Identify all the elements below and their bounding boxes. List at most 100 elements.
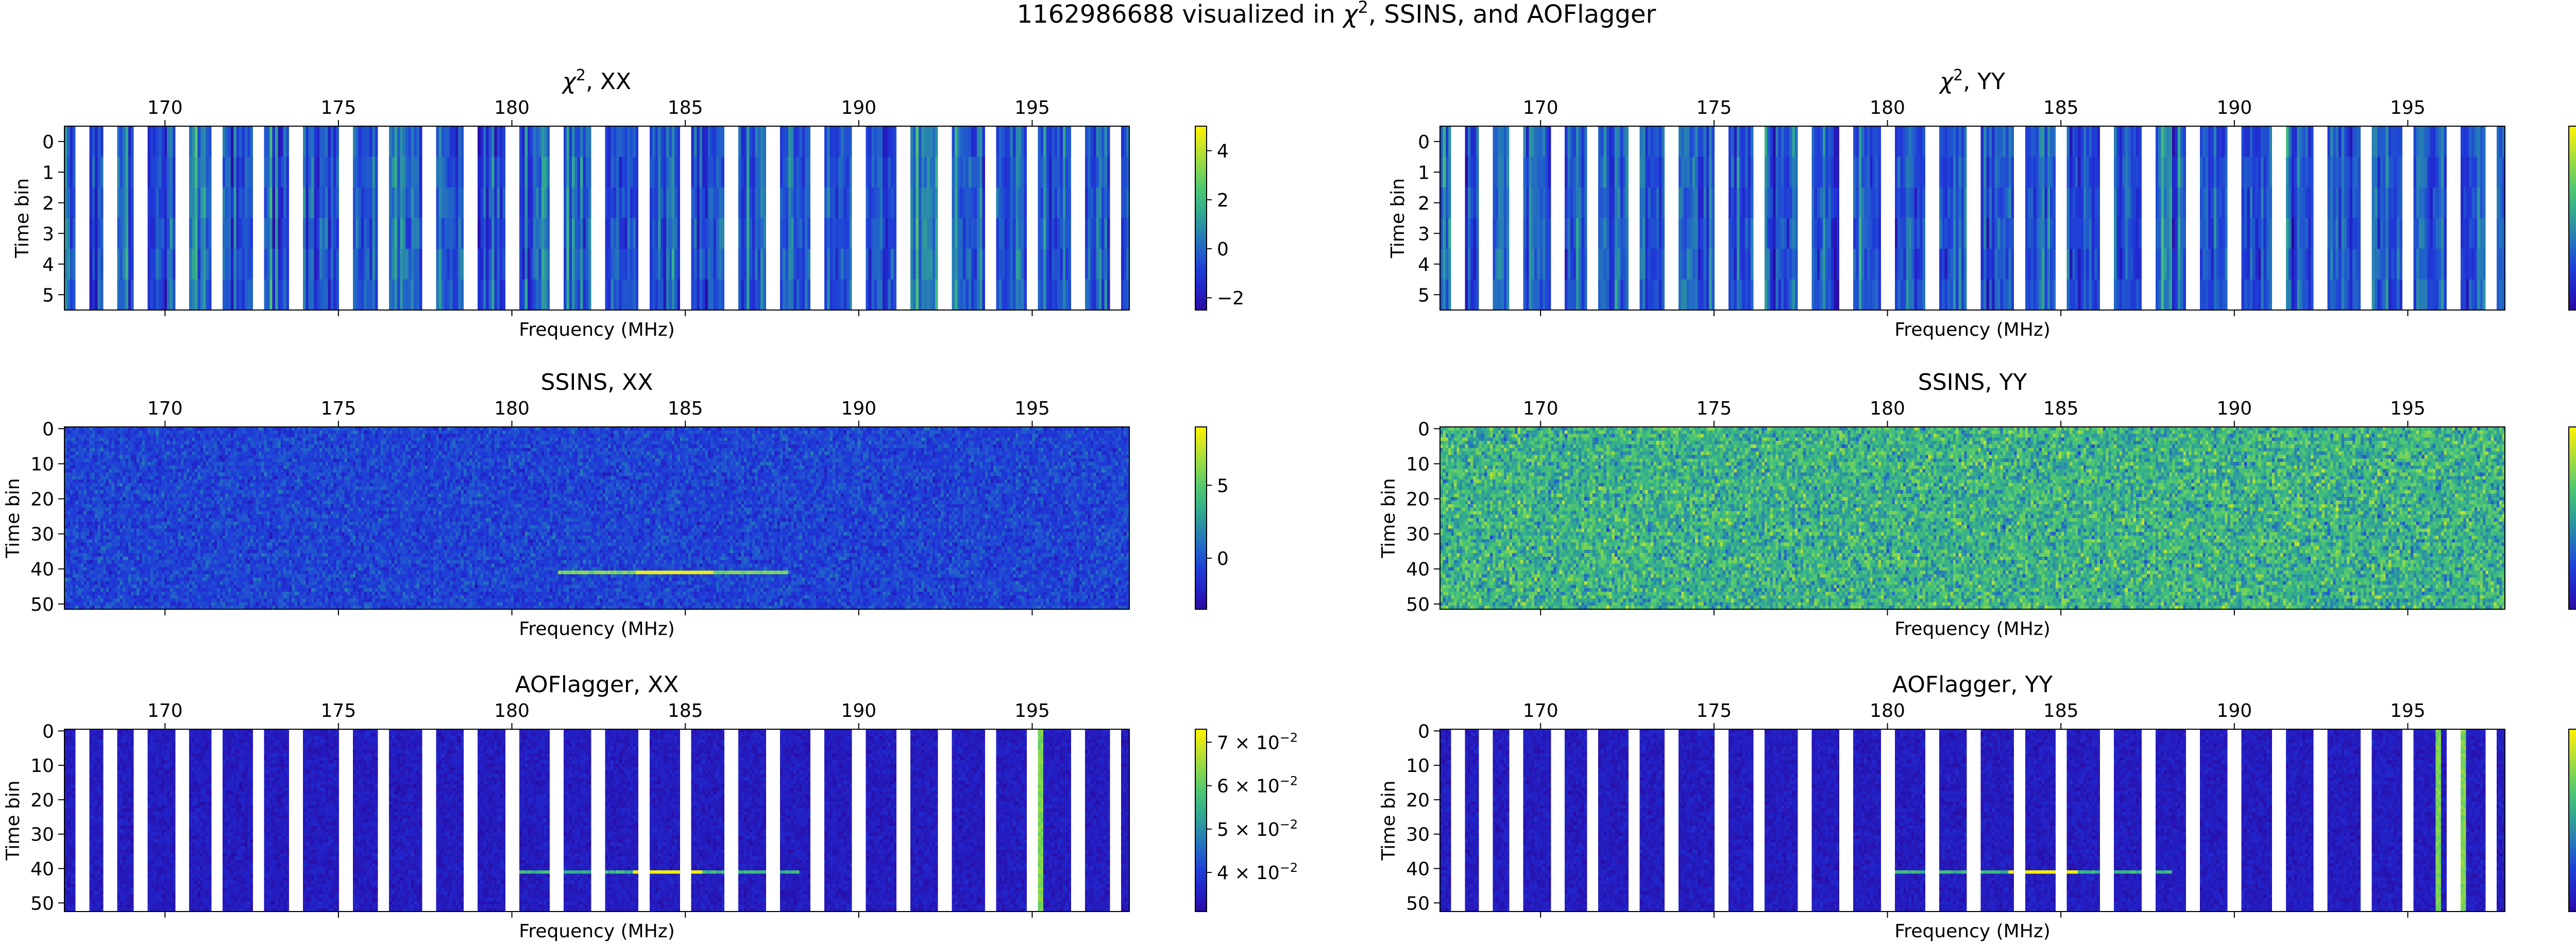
y-tick-label: 0: [1418, 419, 1430, 440]
x-tick-label: 170: [1523, 398, 1558, 419]
y-tick-label: 1: [1418, 162, 1430, 183]
y-tick-label: 10: [1406, 755, 1430, 777]
y-tick-label: 4: [42, 254, 54, 276]
x-tick-label: 175: [321, 97, 357, 118]
y-tick-label: 0: [42, 721, 54, 742]
y-tick-label: 20: [1406, 790, 1430, 811]
colorbar-tick-label: −2: [1217, 288, 1244, 309]
x-tick-label: 185: [668, 398, 703, 419]
x-tick-label: 180: [494, 97, 530, 118]
y-axis-label: Time bin: [1378, 780, 1399, 861]
colorbar-tick-label: 7 × 10−2: [1217, 730, 1298, 753]
heatmap-image-ssins-xx: [64, 427, 1129, 609]
x-tick-label: 170: [147, 97, 183, 118]
colorbar-tick-label: 5: [1217, 475, 1229, 496]
axes-frame: [64, 729, 1130, 912]
x-tick-label: 185: [668, 700, 703, 721]
y-tick-label: 5: [1418, 285, 1430, 306]
y-tick-label: 50: [30, 893, 54, 914]
x-tick-label: 175: [1697, 398, 1732, 419]
colorbar: [2568, 729, 2576, 912]
y-tick-label: 20: [30, 790, 54, 811]
axes-frame: [1439, 426, 2505, 610]
x-tick-label: 180: [494, 398, 530, 419]
y-tick-label: 50: [30, 594, 54, 615]
y-tick-label: 50: [1406, 893, 1430, 914]
colorbar-tick-label: 5 × 10−2: [1217, 817, 1298, 840]
x-axis-label: Frequency (MHz): [1894, 319, 2050, 340]
axes-frame: [64, 426, 1130, 610]
x-axis-label: Frequency (MHz): [519, 319, 675, 340]
x-tick-label: 185: [668, 97, 703, 118]
x-tick-label: 190: [2216, 700, 2252, 721]
x-tick-label: 195: [1014, 97, 1050, 118]
x-tick-label: 180: [1870, 398, 1905, 419]
x-tick-label: 195: [1014, 700, 1050, 721]
x-axis-label: Frequency (MHz): [1894, 921, 2050, 942]
colorbar-tick-label: 0: [1217, 548, 1229, 570]
y-axis-label: Time bin: [3, 478, 24, 558]
y-tick-label: 30: [30, 824, 54, 846]
x-tick-label: 175: [321, 700, 357, 721]
y-axis-label: Time bin: [3, 780, 24, 861]
y-tick-label: 40: [1406, 859, 1430, 880]
panel-title: SSINS, YY: [1918, 369, 2027, 396]
panel-aof-yy: 170 175 180 185 190 195 0 10 20 30 40 50 Frequency (…: [1378, 672, 2576, 942]
y-tick-label: 4: [1418, 254, 1430, 276]
panel-aof-xx: 170 175 180 185 190 195 0 10 20 30 40 50 Frequency (…: [3, 672, 1298, 942]
colorbar-tick-label: 2: [1217, 190, 1229, 211]
heatmap-image-ssins-yy: [1440, 427, 2505, 609]
y-tick-label: 50: [1406, 594, 1430, 615]
colorbar: [1195, 426, 1207, 610]
figure-title-chi: χ: [1342, 0, 1359, 29]
panel-title: χ2, XX: [562, 66, 631, 95]
x-tick-label: 180: [494, 700, 530, 721]
x-axis-label: Frequency (MHz): [1894, 618, 2050, 640]
panel-ssins-yy: 170 175 180 185 190 195 0 10 20 30 40 50 Frequency (…: [1378, 369, 2576, 640]
x-tick-label: 185: [2043, 97, 2079, 118]
figure-title-suffix: , SSINS, and AOFlagger: [1368, 0, 1656, 29]
y-tick-label: 3: [42, 224, 54, 245]
y-tick-label: 10: [30, 454, 54, 475]
panel-chi2-xx: 170 175 180 185 190 195 0 1 2 3 4 5 Frequency (MHz) T…: [12, 66, 1244, 341]
panel-title: AOFlagger, YY: [1892, 672, 2053, 698]
colorbar: [2568, 426, 2576, 610]
panel-title: AOFlagger, XX: [515, 672, 679, 698]
y-tick-label: 0: [1418, 721, 1430, 742]
colorbar: [1195, 126, 1207, 311]
y-tick-label: 30: [30, 524, 54, 545]
y-tick-label: 20: [30, 489, 54, 510]
x-tick-label: 170: [1523, 700, 1558, 721]
y-tick-label: 0: [42, 419, 54, 440]
colorbar: [1195, 729, 1207, 912]
figure-title-sup: 2: [1358, 0, 1368, 17]
y-axis-label: Time bin: [1378, 478, 1399, 558]
x-tick-label: 195: [2390, 398, 2426, 419]
figure-title-prefix: 1162986688 visualized in: [1017, 0, 1343, 29]
colorbar-tick-label: 0: [1217, 239, 1229, 260]
panel-title: SSINS, XX: [541, 369, 653, 396]
x-tick-label: 190: [841, 398, 876, 419]
colorbar-tick-label: 4 × 10−2: [1217, 861, 1298, 884]
x-tick-label: 185: [2043, 700, 2079, 721]
y-tick-label: 10: [1406, 454, 1430, 475]
colorbar-tick-label: 4: [1217, 141, 1229, 162]
x-tick-label: 195: [2390, 97, 2426, 118]
y-tick-label: 40: [1406, 559, 1430, 580]
y-tick-label: 1: [42, 162, 54, 183]
x-tick-label: 185: [2043, 398, 2079, 419]
x-tick-label: 175: [1697, 700, 1732, 721]
axes-frame: [64, 126, 1130, 311]
figure-title: 1162986688 visualized in χ2, SSINS, and …: [1017, 0, 1656, 29]
y-tick-label: 2: [1418, 193, 1430, 214]
y-tick-label: 30: [1406, 824, 1430, 846]
y-tick-label: 40: [30, 859, 54, 880]
heatmap-image-chi2-yy: [1440, 126, 2505, 310]
axes-frame: [1439, 126, 2505, 311]
panel-chi2-yy: 170 175 180 185 190 195 0 1 2 3 4 5 Frequency (MHz) T…: [1387, 66, 2576, 340]
x-tick-label: 190: [2216, 97, 2252, 118]
panel-title: χ2, YY: [1939, 66, 2005, 95]
x-tick-label: 180: [1870, 700, 1905, 721]
